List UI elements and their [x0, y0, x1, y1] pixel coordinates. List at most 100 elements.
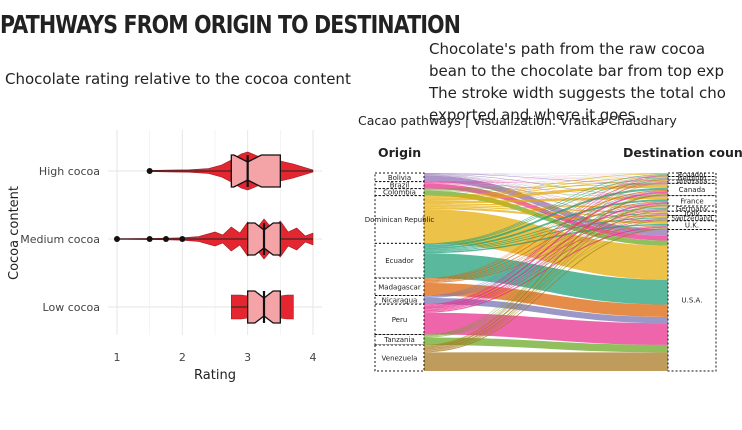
sankey-destination-label: Germany [676, 205, 708, 213]
sankey-flow [424, 207, 668, 224]
sankey-flow [424, 226, 668, 313]
sankey-flow [424, 208, 668, 282]
sankey-flow [424, 173, 668, 184]
sankey-flow [424, 178, 668, 306]
sankey-flow [424, 219, 668, 338]
sankey-flow [424, 179, 668, 346]
sankey-destination-label: Ecuador [678, 171, 707, 179]
sankey-flow [424, 312, 668, 345]
sankey-flow [424, 174, 668, 244]
sankey-origin-node [374, 172, 425, 183]
sankey-flow [424, 212, 668, 251]
sankey-flow [424, 182, 668, 296]
sankey-flow [424, 182, 668, 347]
sankey-flow [424, 178, 668, 296]
sankey-flow [424, 210, 668, 350]
sankey-flow [424, 283, 668, 317]
sankey-origin-label: Madagascar [378, 283, 421, 291]
sankey-flow [424, 220, 668, 352]
sankey-flow [424, 176, 668, 346]
sankey-destination-label: U.K. [685, 222, 699, 230]
page-title: PATHWAYS FROM ORIGIN TO DESTINATION [0, 10, 461, 39]
sankey-flow [424, 190, 668, 297]
sankey-flow [424, 207, 668, 251]
sankey-origin-label: Tanzania [383, 336, 414, 344]
sankey-flow [424, 213, 668, 282]
sankey-flow [424, 190, 668, 217]
sankey-origin-node [374, 294, 425, 305]
sankey-destination-node [667, 179, 717, 184]
x-axis-label: Rating [194, 368, 236, 383]
description: Chocolate's path from the raw cocoa bean… [429, 38, 742, 126]
sankey-flow [424, 183, 668, 222]
description-line: bean to the chocolate bar from top exp [429, 62, 725, 80]
sankey-flow [424, 214, 668, 311]
sankey-destination-node [667, 228, 717, 372]
y-axis-label: Cocoa content [7, 186, 22, 280]
sankey-origin-node [374, 344, 425, 372]
sankey-destination-label: Switzerland [672, 215, 713, 223]
outlier-point [114, 236, 120, 242]
sankey-flow [424, 219, 668, 312]
sankey-flow [424, 178, 668, 279]
sankey-flow [424, 175, 668, 335]
sankey-flow [424, 337, 668, 353]
sankey-flow [424, 182, 668, 306]
sankey-flow [424, 189, 668, 281]
sankey-flow [424, 223, 668, 254]
sankey-flow [424, 182, 668, 185]
sankey-flow [424, 201, 668, 281]
sankey-flow [424, 202, 668, 310]
sankey-flow [424, 199, 668, 250]
sankey-flow [424, 179, 668, 335]
description-line: The stroke width suggests the total cho [429, 84, 726, 102]
sankey-flow [424, 225, 668, 284]
sankey-right-title: Destination coun [623, 145, 742, 160]
sankey-flow [424, 352, 668, 371]
sankey-flow [424, 181, 668, 246]
sankey-flow [424, 209, 668, 280]
sankey-origin-label: Dominican Republic [365, 216, 435, 224]
sankey-origin-node [374, 303, 425, 336]
sankey-destination-node [667, 172, 717, 177]
sankey-flow [424, 214, 668, 337]
sankey-flow [424, 209, 668, 310]
sankey-flow [424, 174, 668, 216]
x-tick-label: 4 [310, 351, 317, 364]
sankey-flow [424, 193, 668, 348]
sankey-flow [424, 187, 668, 248]
sankey-flow [424, 182, 668, 336]
y-tick-label: Medium cocoa [20, 233, 100, 246]
sankey-flow [424, 174, 668, 279]
sankey-flow [424, 173, 668, 182]
sankey-flow [424, 204, 668, 213]
box-plot [230, 154, 281, 188]
sankey-flow [424, 180, 668, 183]
sankey-origin-label: Brazil [390, 182, 410, 190]
sankey-flow [424, 204, 668, 350]
outlier-point [146, 236, 153, 242]
credit-line: Cacao pathways | Visualization: Vratika … [358, 113, 677, 128]
sankey-origin-label: Nicaragua [382, 296, 418, 304]
sankey-flow [424, 183, 668, 212]
sankey-flow [424, 191, 668, 308]
x-tick-label: 1 [114, 351, 121, 364]
sankey-origin-node [374, 277, 425, 296]
sankey-left-title: Origin [378, 145, 421, 160]
y-tick-label: High cocoa [39, 165, 100, 178]
sankey-flow [424, 253, 668, 305]
sankey-flow [424, 173, 668, 181]
sankey-destination-node [667, 195, 717, 207]
sankey-flow [424, 297, 668, 324]
sankey-flow [424, 189, 668, 207]
sankey-flow [424, 210, 668, 337]
sankey-origin-label: Ecuador [385, 257, 414, 265]
x-tick-label: 2 [179, 351, 186, 364]
y-tick-label: Low cocoa [43, 301, 100, 314]
sankey-flow [424, 177, 668, 245]
sankey-destination-node [667, 175, 717, 181]
sankey-flow [424, 196, 668, 204]
sankey-flow [424, 218, 668, 298]
